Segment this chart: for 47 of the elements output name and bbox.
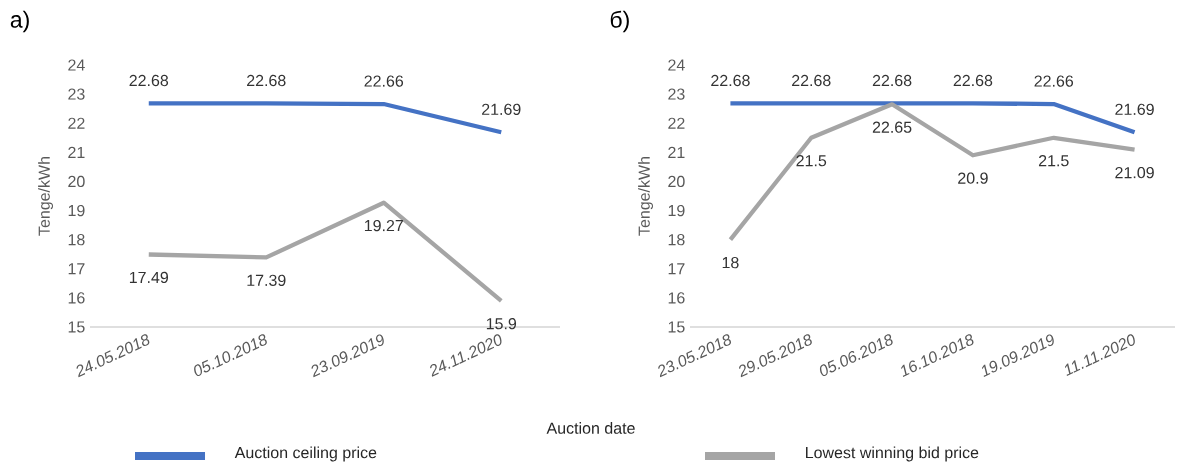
y-tick-label: 24	[68, 59, 85, 71]
data-label: 20.9	[958, 172, 988, 184]
y-axis-title: Tenge/kWh	[38, 157, 54, 236]
y-tick-label: 16	[68, 292, 85, 304]
data-label: 21.5	[796, 155, 827, 167]
y-tick-label: 21	[68, 146, 85, 158]
data-label: 22.68	[129, 74, 169, 87]
data-label: 15.9	[486, 318, 517, 330]
data-label: 19.27	[364, 219, 403, 232]
data-label: 21.09	[1115, 166, 1154, 179]
x-axis-title: Auction date	[546, 422, 635, 434]
data-label: 22.66	[1034, 75, 1074, 87]
data-label: 21.69	[1115, 103, 1154, 115]
data-label: 22.68	[247, 74, 286, 87]
data-label: 22.68	[792, 74, 831, 87]
y-tick-label: 17	[668, 263, 685, 275]
data-label: 22.68	[953, 74, 993, 87]
data-label: 21.69	[482, 103, 521, 115]
y-tick-label: 23	[68, 88, 85, 100]
y-tick-label: 17	[68, 263, 85, 275]
chart-title: а)	[10, 10, 29, 33]
y-tick-label: 20	[668, 175, 685, 188]
data-label: 22.66	[364, 75, 404, 87]
chart-title: б)	[610, 10, 629, 33]
y-tick-label: 21	[668, 146, 685, 158]
y-tick-label: 23	[668, 88, 685, 100]
y-tick-label: 15	[668, 321, 685, 333]
y-tick-label: 22	[68, 117, 85, 129]
y-tick-label: 19	[68, 204, 85, 217]
data-label: 22.68	[872, 74, 912, 87]
y-axis-title: Tenge/kWh	[638, 157, 654, 236]
y-tick-label: 15	[68, 321, 85, 333]
y-tick-label: 18	[68, 234, 85, 246]
y-tick-label: 18	[668, 234, 685, 246]
y-tick-label: 20	[68, 175, 85, 188]
data-label: 22.68	[711, 74, 750, 87]
data-label: 17.39	[247, 274, 286, 286]
y-tick-label: 24	[668, 59, 685, 71]
data-label: 22.65	[872, 121, 912, 133]
y-tick-label: 16	[668, 292, 685, 304]
data-label: 17.49	[129, 271, 169, 284]
data-label: 21.5	[1038, 155, 1069, 167]
data-label: 18	[722, 256, 739, 269]
legend-label: Lowest winning bid price	[806, 446, 979, 462]
legend-label: Auction ceiling price	[234, 446, 377, 462]
y-tick-label: 22	[668, 117, 685, 129]
y-tick-label: 19	[668, 204, 685, 217]
